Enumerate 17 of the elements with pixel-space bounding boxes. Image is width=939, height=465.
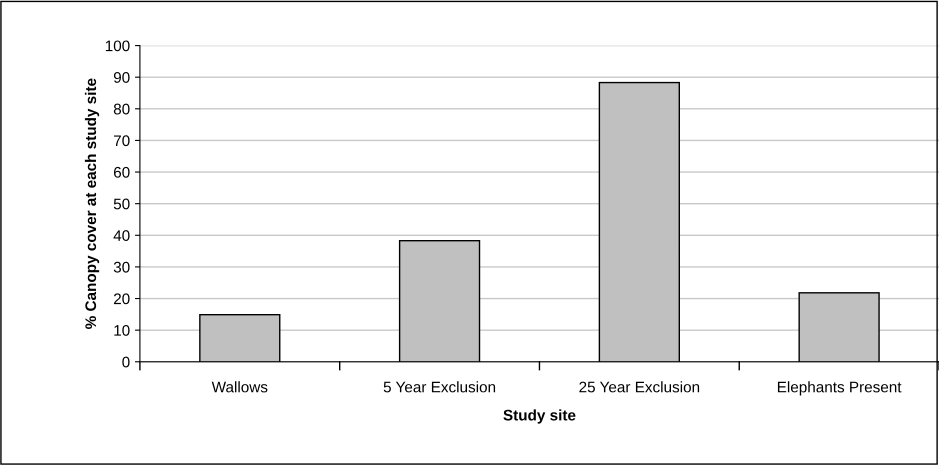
x-tick-label: Wallows: [212, 381, 268, 392]
y-tick-label: 50: [114, 198, 130, 210]
x-tick-label: 5 Year Exclusion: [384, 381, 496, 392]
y-tick-label: 0: [122, 356, 130, 368]
x-axis-title: Study site: [503, 409, 576, 424]
y-tick-label: 60: [114, 166, 130, 178]
y-axis-title: % Canopy cover at each study site: [84, 78, 100, 329]
y-tick-label: 10: [114, 325, 130, 336]
y-tick-label: 30: [114, 262, 130, 273]
y-tick-label: 80: [114, 104, 130, 114]
y-tick-label: 100: [106, 40, 130, 52]
y-tick-label: 40: [114, 230, 130, 241]
x-tick-label: 25 Year Exclusion: [579, 381, 700, 392]
y-tick-label: 90: [114, 72, 130, 83]
x-tick-label: Elephants Present: [778, 381, 902, 396]
y-tick-label: 20: [114, 293, 130, 304]
y-tick-label: 70: [114, 135, 130, 146]
